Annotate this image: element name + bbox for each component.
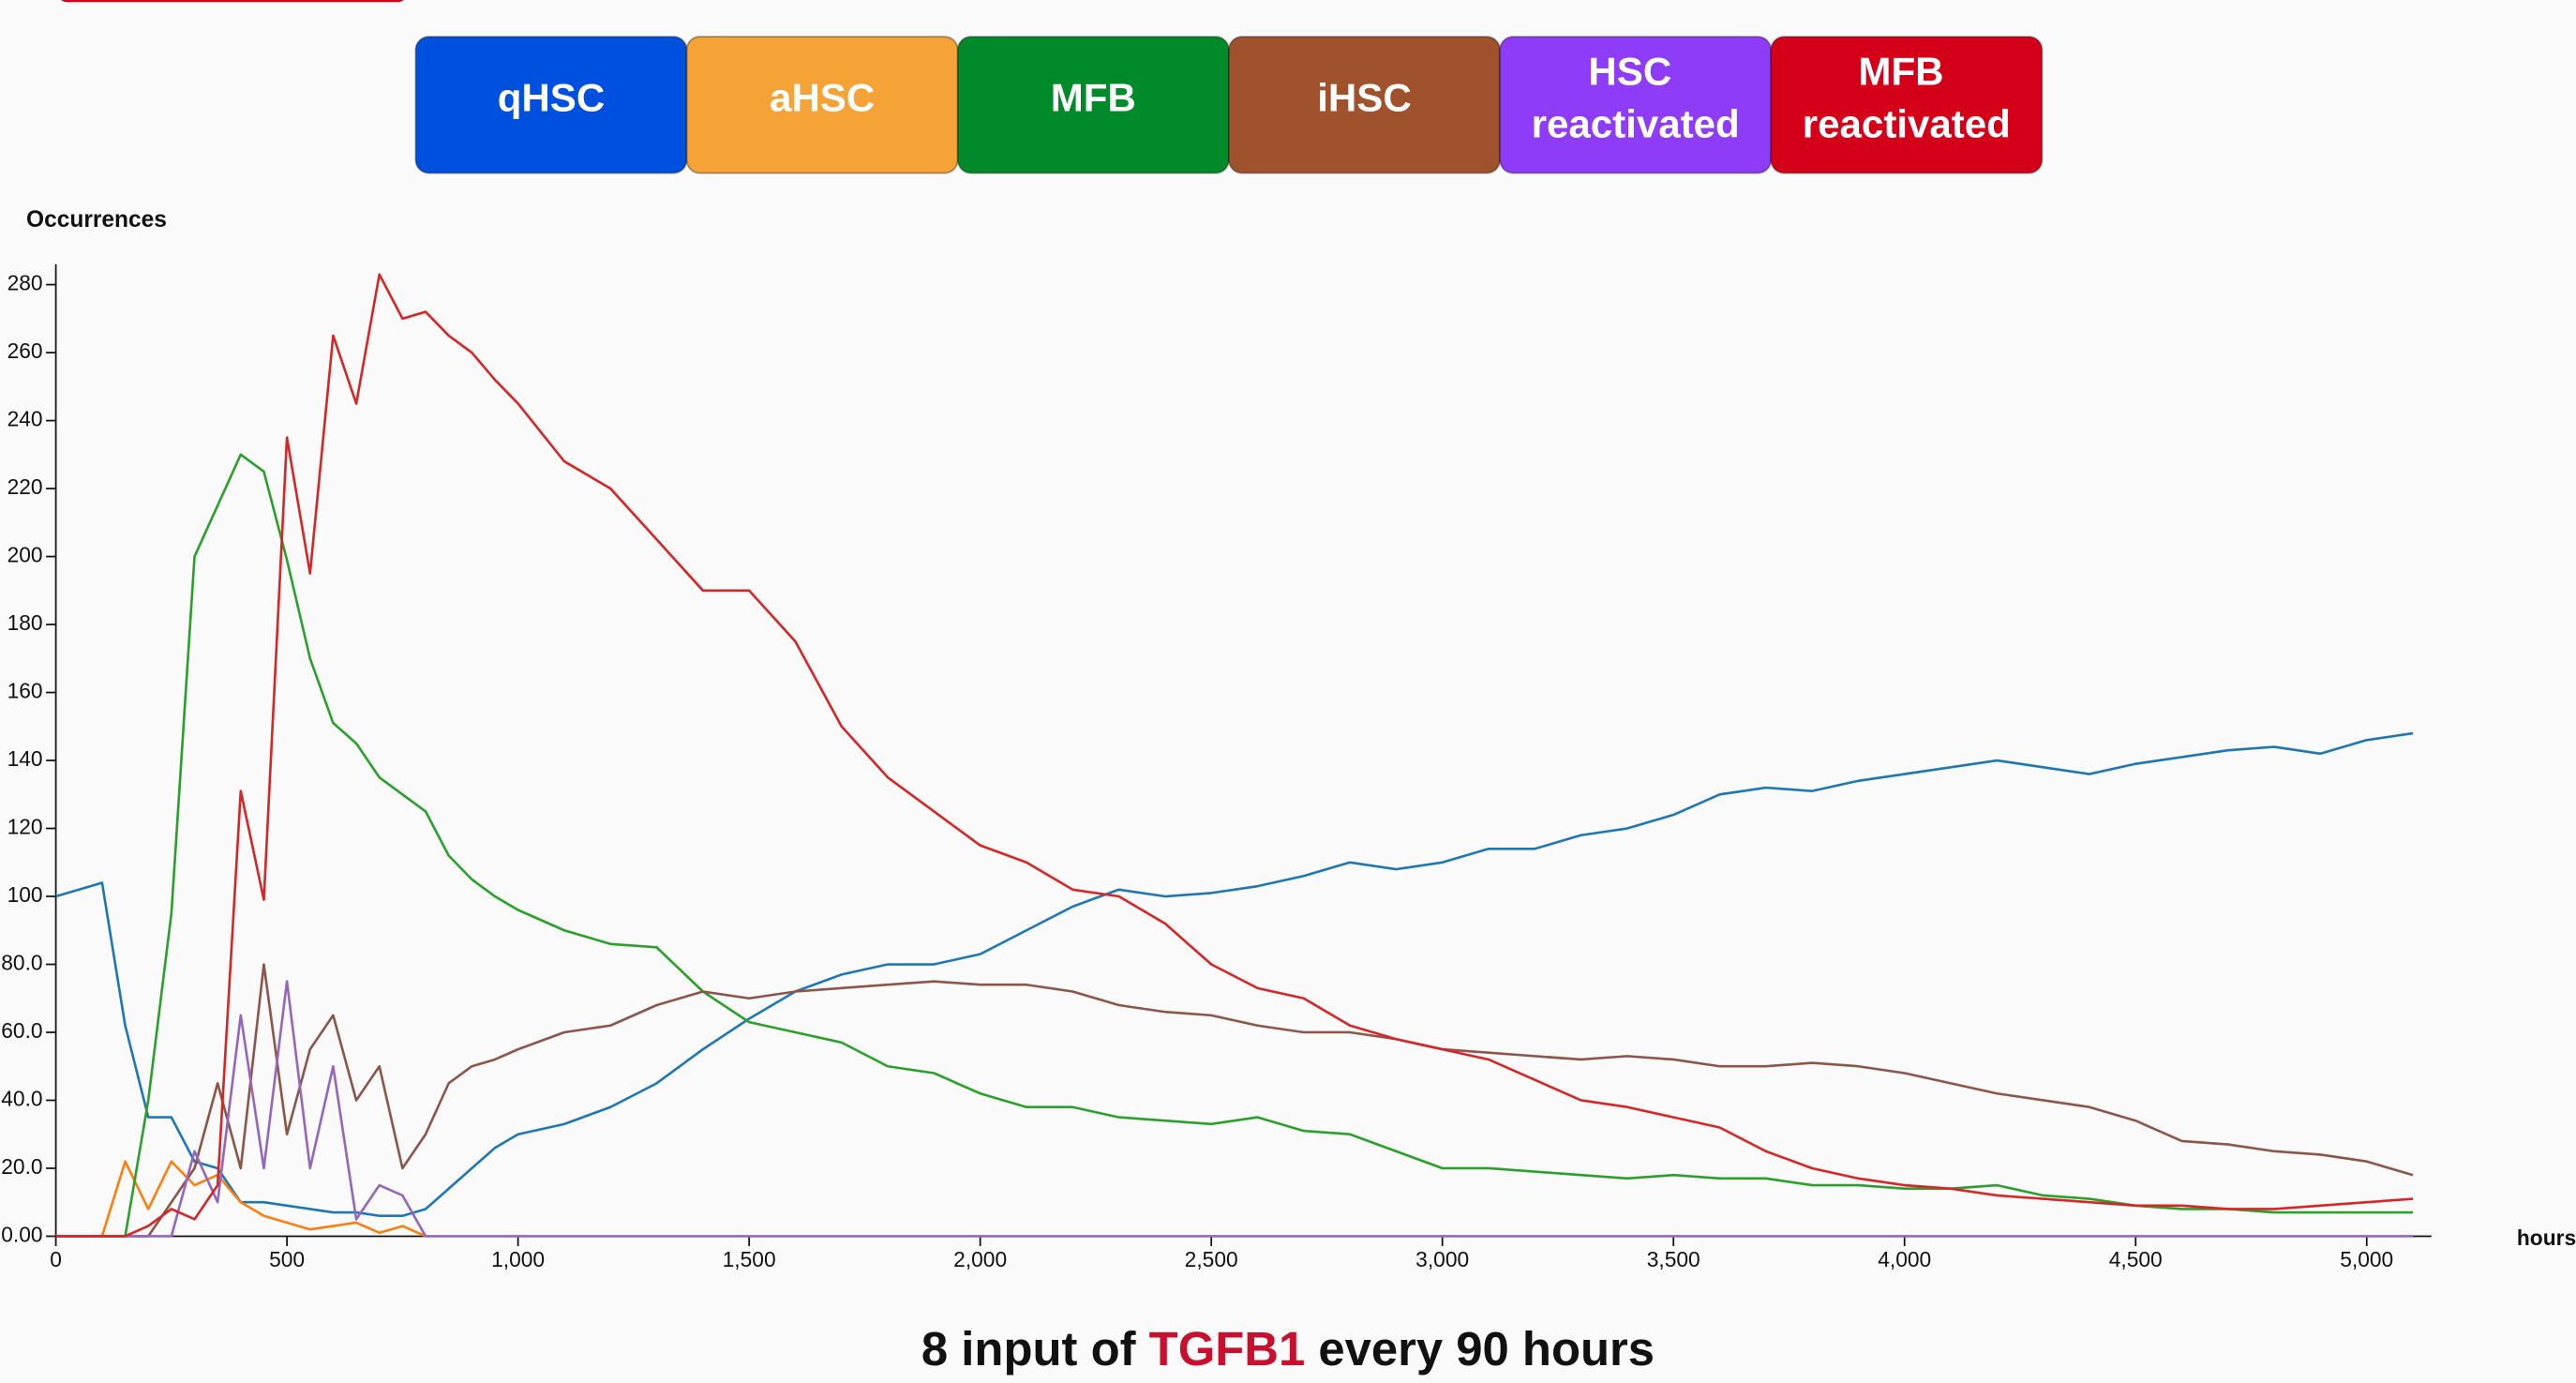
y-tick-label: 220: [7, 474, 43, 499]
series-line: [55, 731, 2414, 1218]
y-tick-label: 40.0: [1, 1087, 42, 1111]
y-tick-label: 180: [7, 610, 43, 635]
y-tick-label: 80.0: [1, 951, 42, 975]
x-tick-label: 4,000: [1878, 1247, 1931, 1271]
legend-label: iHSC: [1317, 76, 1411, 120]
title-part: TGFB1: [1149, 1322, 1306, 1375]
x-tick-label: 5,000: [2340, 1247, 2393, 1271]
y-tick-label: 60.0: [1, 1018, 42, 1043]
legend-label: MFB reactivated: [1803, 50, 2011, 146]
x-tick-label: 2,000: [953, 1247, 1007, 1271]
y-tick-label: 240: [7, 407, 43, 431]
legend-label: MFB: [1051, 76, 1136, 120]
y-tick-label: 140: [7, 746, 43, 771]
x-tick-label: 0: [50, 1247, 62, 1271]
title-part: every 90 hours: [1305, 1322, 1655, 1375]
chart-title: 8 input of TGFB1 every 90 hours: [921, 1322, 1655, 1375]
x-tick-label: 4,500: [2109, 1247, 2163, 1271]
y-tick-label: 20.0: [1, 1154, 42, 1179]
series-line: [55, 273, 2414, 1238]
top-button[interactable]: [57, 0, 407, 3]
x-tick-label: 3,500: [1647, 1247, 1700, 1271]
y-tick-label: 160: [7, 679, 43, 703]
y-tick-label: 280: [7, 271, 43, 295]
y-tick-label: 120: [7, 815, 43, 839]
x-tick-label: 1,000: [491, 1247, 545, 1271]
legend-label: qHSC: [498, 76, 605, 120]
legend-label: HSC reactivated: [1532, 50, 1740, 146]
x-axis-label: hours: [2517, 1225, 2576, 1250]
series-line: [55, 980, 2414, 1238]
legend-label: aHSC: [770, 76, 875, 120]
x-tick-label: 500: [269, 1247, 305, 1271]
y-tick-label: 200: [7, 543, 43, 567]
y-tick-label: 100: [7, 882, 43, 907]
y-tick-label: 0.00: [1, 1222, 42, 1246]
series-line: [55, 453, 2414, 1238]
y-tick-label: 260: [7, 338, 43, 363]
series-line: [55, 1160, 427, 1238]
title-part: 8 input of: [921, 1322, 1149, 1375]
x-tick-label: 2,500: [1185, 1247, 1238, 1271]
series-line: [55, 963, 2414, 1238]
y-axis-label: Occurrences: [26, 207, 167, 233]
legend-button[interactable]: [1770, 36, 2044, 174]
x-tick-label: 3,000: [1415, 1247, 1469, 1271]
x-tick-label: 1,500: [723, 1247, 776, 1271]
